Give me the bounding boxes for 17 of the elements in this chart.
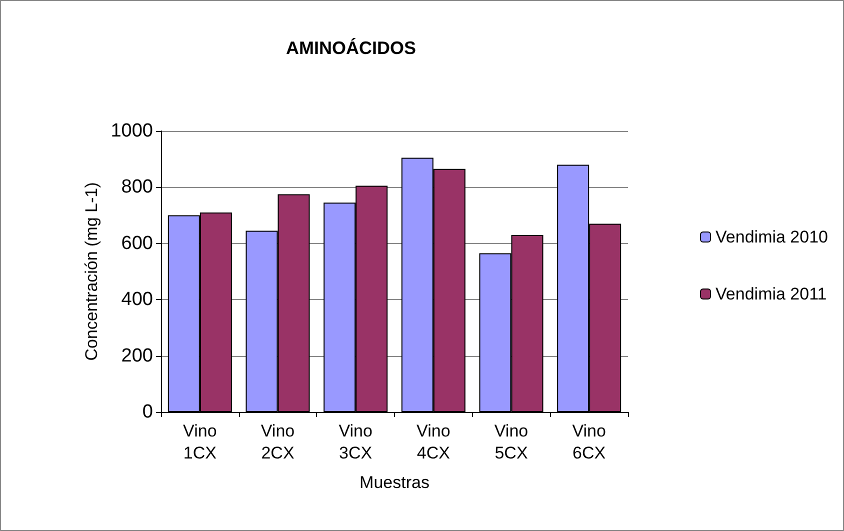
y-tick-label: 400 <box>121 289 153 310</box>
chart-title: AMINOÁCIDOS <box>286 38 416 58</box>
y-tick-label: 200 <box>121 345 153 366</box>
x-tick-label: Vino 1CX <box>183 422 217 462</box>
y-tick-label: 1000 <box>110 120 153 142</box>
y-tick-label: 600 <box>121 232 153 254</box>
y-tick-label: 800 <box>121 176 153 198</box>
x-tick-label: Vino 3CX <box>338 422 372 462</box>
x-tick-label: Vino 2CX <box>260 422 295 462</box>
x-tick-label: Vino 6CX <box>572 422 606 462</box>
legend-label: Vendimia 2010 <box>716 228 828 246</box>
x-tick-label: Vino 5CX <box>494 422 528 462</box>
x-axis-title: Muestras <box>360 473 430 492</box>
x-tick-label: Vino 4CX <box>416 422 450 462</box>
legend-label: Vendimia 2011 <box>716 284 827 304</box>
y-axis-title: Concentración (mg L-1) <box>82 182 101 361</box>
y-tick-label: 0 <box>142 402 153 422</box>
